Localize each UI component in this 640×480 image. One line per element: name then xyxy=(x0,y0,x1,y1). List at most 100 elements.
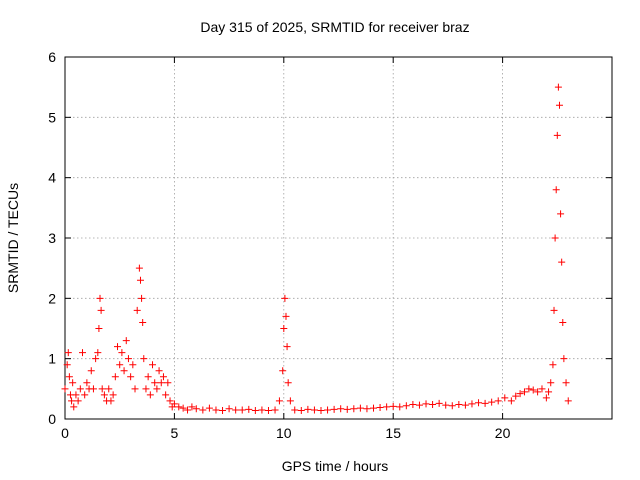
data-point xyxy=(304,405,312,413)
data-point xyxy=(281,294,289,302)
data-point xyxy=(383,403,391,411)
data-point xyxy=(291,406,299,414)
data-point xyxy=(488,398,496,406)
data-point xyxy=(547,379,555,387)
data-point xyxy=(79,349,87,357)
data-point xyxy=(501,394,509,402)
data-point xyxy=(72,391,80,399)
data-point xyxy=(166,397,174,405)
data-point xyxy=(337,405,345,413)
data-point xyxy=(279,367,287,375)
data-point xyxy=(114,343,122,351)
data-point xyxy=(455,401,463,409)
data-point xyxy=(100,391,108,399)
data-point xyxy=(81,391,89,399)
data-point xyxy=(286,397,294,405)
data-point xyxy=(124,355,132,363)
data-point xyxy=(89,385,97,393)
data-point xyxy=(140,355,148,363)
data-point xyxy=(151,379,159,387)
data-point xyxy=(142,385,150,393)
data-point xyxy=(275,397,283,405)
data-point xyxy=(297,407,305,415)
data-points xyxy=(61,83,572,415)
data-point xyxy=(550,306,558,314)
y-tick-label: 6 xyxy=(48,49,56,65)
data-point xyxy=(164,379,172,387)
data-point xyxy=(94,349,102,357)
data-point xyxy=(149,361,157,369)
data-point xyxy=(118,349,126,357)
data-point xyxy=(562,379,570,387)
data-point xyxy=(258,406,266,414)
data-point xyxy=(280,325,288,332)
data-point xyxy=(61,385,69,393)
x-tick-label: 15 xyxy=(385,425,401,441)
data-point xyxy=(225,405,233,413)
data-point xyxy=(435,399,443,407)
data-point xyxy=(283,343,291,351)
data-point xyxy=(179,404,187,412)
data-point xyxy=(87,367,95,375)
data-point xyxy=(184,406,192,414)
data-point xyxy=(155,367,163,375)
data-point xyxy=(159,373,167,381)
data-point xyxy=(409,401,417,409)
data-point xyxy=(96,294,104,302)
y-axis-label: SRMTID / TECUs xyxy=(5,183,21,293)
data-point xyxy=(429,401,437,409)
y-tick-label: 3 xyxy=(48,230,56,246)
data-point xyxy=(139,318,147,326)
y-tick-label: 4 xyxy=(48,170,56,186)
y-tick-label: 0 xyxy=(48,411,56,427)
data-point xyxy=(442,401,450,409)
data-point xyxy=(284,379,292,387)
data-point xyxy=(107,397,115,405)
data-point xyxy=(144,373,152,381)
data-point xyxy=(555,101,563,109)
data-point xyxy=(111,373,119,381)
y-tick-label: 1 xyxy=(48,351,56,367)
data-point xyxy=(564,397,572,405)
data-point xyxy=(461,401,469,409)
data-point xyxy=(136,276,144,284)
data-point xyxy=(520,388,528,396)
data-point xyxy=(481,399,489,407)
data-point xyxy=(238,406,246,414)
y-tick-label: 5 xyxy=(48,109,56,125)
data-point xyxy=(558,258,566,266)
data-point xyxy=(133,306,141,314)
data-point xyxy=(69,379,77,387)
data-point xyxy=(105,385,113,393)
data-point xyxy=(402,402,410,410)
data-point xyxy=(146,391,154,399)
x-tick-label: 5 xyxy=(171,425,179,441)
data-point xyxy=(552,186,560,194)
data-point xyxy=(468,400,476,408)
data-point xyxy=(129,361,137,369)
data-point xyxy=(363,405,371,413)
data-point xyxy=(192,405,200,413)
data-point xyxy=(545,388,553,396)
x-tick-label: 0 xyxy=(61,425,69,441)
data-point xyxy=(415,401,423,409)
data-point xyxy=(516,390,524,398)
data-point xyxy=(83,379,91,387)
data-point xyxy=(376,404,384,412)
data-point xyxy=(271,406,279,414)
data-point xyxy=(212,406,220,414)
data-point xyxy=(551,234,559,242)
data-point xyxy=(317,407,325,415)
data-point xyxy=(282,312,290,320)
data-point xyxy=(63,361,71,369)
data-point xyxy=(560,355,568,363)
data-point xyxy=(251,407,259,415)
data-point xyxy=(131,385,139,393)
data-point xyxy=(68,397,76,405)
data-point xyxy=(64,349,72,357)
x-tick-label: 20 xyxy=(495,425,511,441)
data-point xyxy=(95,325,103,332)
data-point xyxy=(396,403,404,411)
x-tick-label: 10 xyxy=(276,425,292,441)
